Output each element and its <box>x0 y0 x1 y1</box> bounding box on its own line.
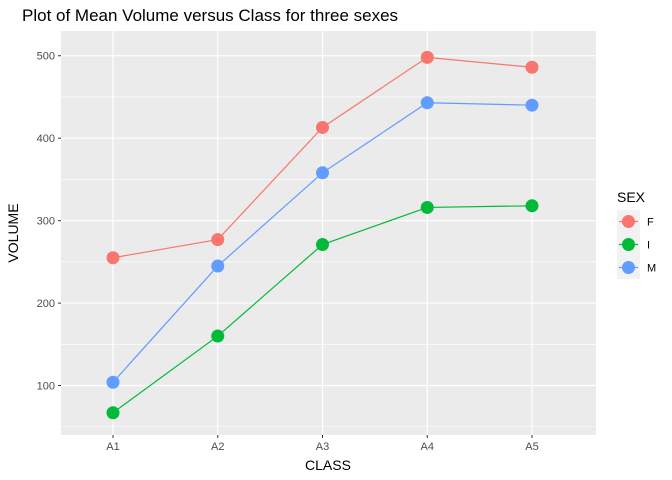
data-point <box>106 406 120 420</box>
x-axis-ticks: A1 A2 A3 A4 A5 <box>106 435 539 453</box>
series-f <box>106 50 539 265</box>
data-point <box>420 200 434 214</box>
data-point <box>525 199 539 213</box>
data-point <box>316 166 329 180</box>
data-point <box>525 98 539 112</box>
minor-grid <box>61 96 596 428</box>
legend-items: FIM <box>617 210 656 279</box>
y-tick-label: 400 <box>37 133 55 145</box>
x-tick-label: A3 <box>316 441 329 453</box>
y-tick-label: 500 <box>37 51 55 63</box>
series-m <box>106 96 539 389</box>
data-point <box>106 375 120 389</box>
y-axis-title: VOLUME <box>5 203 21 262</box>
series-layer <box>106 50 539 420</box>
x-tick-label: A1 <box>106 441 119 453</box>
x-tick-label: A4 <box>421 441 434 453</box>
data-point <box>211 259 225 273</box>
legend-title: SEX <box>617 189 646 205</box>
y-tick-label: 200 <box>37 298 55 310</box>
data-point <box>420 96 434 110</box>
plot-panel <box>61 31 596 435</box>
legend-item-i: I <box>617 233 650 256</box>
data-point <box>316 238 329 252</box>
series-i <box>106 199 539 420</box>
legend: SEX FIM <box>617 189 656 279</box>
data-point <box>211 233 225 247</box>
legend-key-point <box>622 238 635 251</box>
legend-label: I <box>647 240 650 252</box>
legend-label: F <box>647 217 654 229</box>
data-point <box>525 60 539 74</box>
data-point <box>316 120 329 134</box>
data-point <box>211 329 225 343</box>
x-axis-title: CLASS <box>305 457 351 473</box>
legend-label: M <box>647 263 656 275</box>
legend-item-m: M <box>617 256 656 279</box>
legend-key-point <box>622 215 635 228</box>
y-axis-ticks: 100 200 300 400 500 <box>37 51 61 393</box>
data-point <box>420 50 434 64</box>
data-point <box>106 251 120 265</box>
y-tick-label: 100 <box>37 381 55 393</box>
legend-key-point <box>622 261 635 274</box>
chart-title: Plot of Mean Volume versus Class for thr… <box>22 6 398 25</box>
x-tick-label: A2 <box>211 441 224 453</box>
x-tick-label: A5 <box>525 441 538 453</box>
legend-item-f: F <box>617 210 654 233</box>
y-tick-label: 300 <box>37 216 55 228</box>
